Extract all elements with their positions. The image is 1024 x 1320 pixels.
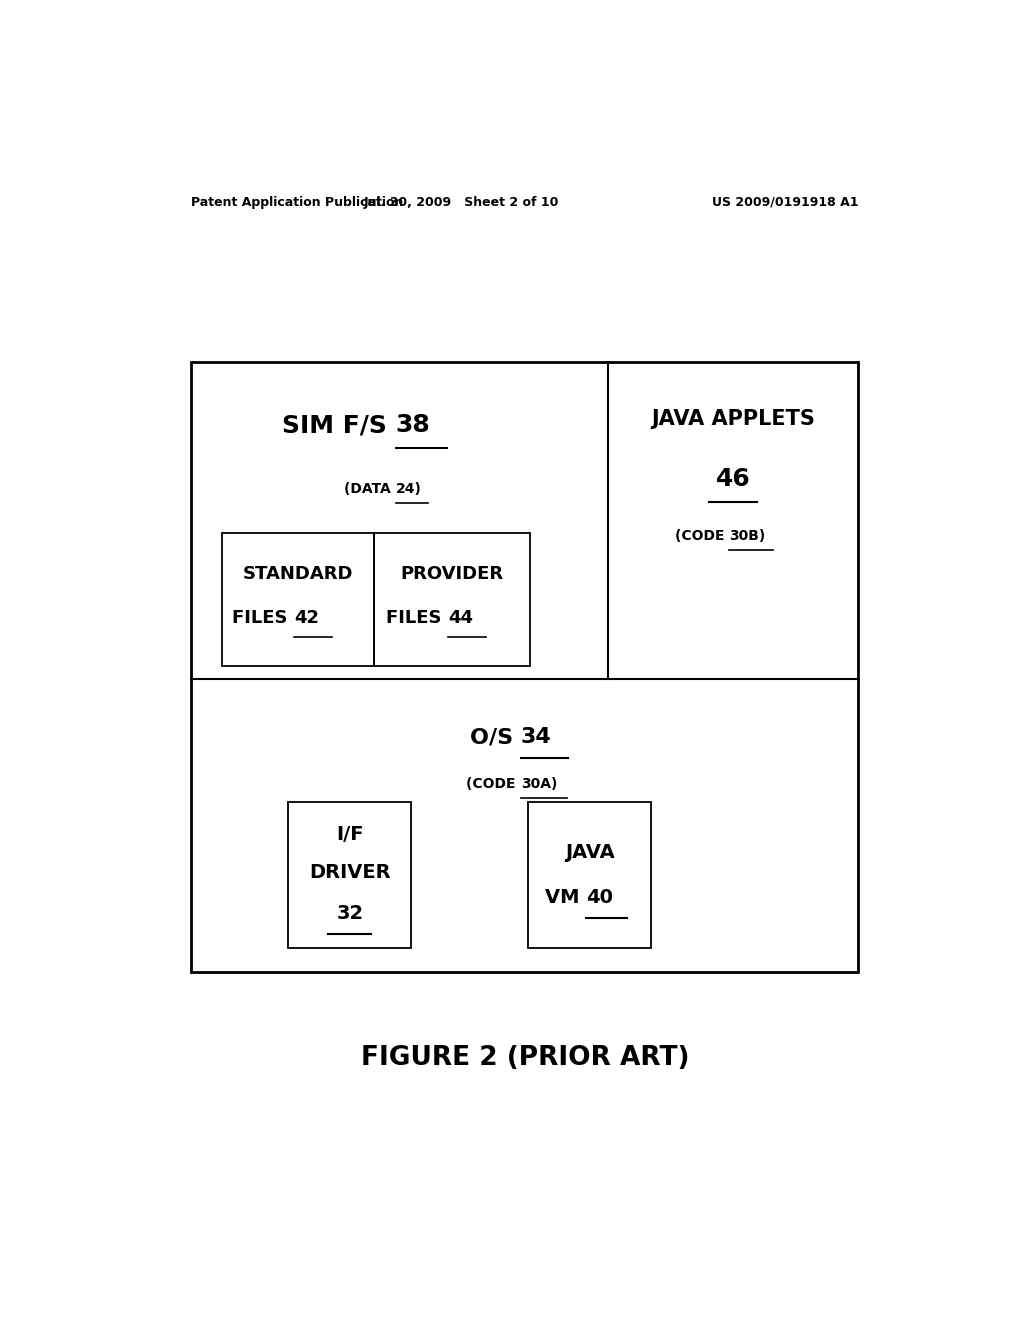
Bar [221,533,374,667]
Text: (DATA: (DATA [344,482,396,495]
Text: 44: 44 [447,609,473,627]
Text: JAVA APPLETS: JAVA APPLETS [651,409,815,429]
Text: 38: 38 [396,413,430,437]
Text: FIGURE 2 (PRIOR ART): FIGURE 2 (PRIOR ART) [360,1045,689,1071]
Text: JAVA: JAVA [565,843,614,862]
Text: Patent Application Publication: Patent Application Publication [191,195,403,209]
Text: Jul. 30, 2009   Sheet 2 of 10: Jul. 30, 2009 Sheet 2 of 10 [364,195,559,209]
Text: DRIVER: DRIVER [309,863,390,882]
Text: US 2009/0191918 A1: US 2009/0191918 A1 [712,195,858,209]
Text: SIM F/S: SIM F/S [283,413,396,437]
Bar [374,533,530,667]
Text: FILES: FILES [386,609,447,627]
Text: I/F: I/F [336,825,364,843]
Text: 24): 24) [396,482,422,495]
Text: 42: 42 [294,609,318,627]
Text: (CODE: (CODE [467,777,521,791]
Text: 46: 46 [716,467,751,491]
Text: 32: 32 [336,904,364,923]
Text: 30A): 30A) [521,777,557,791]
Bar [528,801,651,948]
Text: (CODE: (CODE [675,529,729,543]
Text: 34: 34 [521,727,552,747]
Text: 30B): 30B) [729,529,765,543]
Text: STANDARD: STANDARD [243,565,353,583]
Text: FILES: FILES [232,609,294,627]
Bar [288,801,412,948]
Text: PROVIDER: PROVIDER [400,565,504,583]
Bar [191,362,858,972]
Text: O/S: O/S [470,727,521,747]
Text: 40: 40 [586,888,612,907]
Text: VM: VM [545,888,586,907]
